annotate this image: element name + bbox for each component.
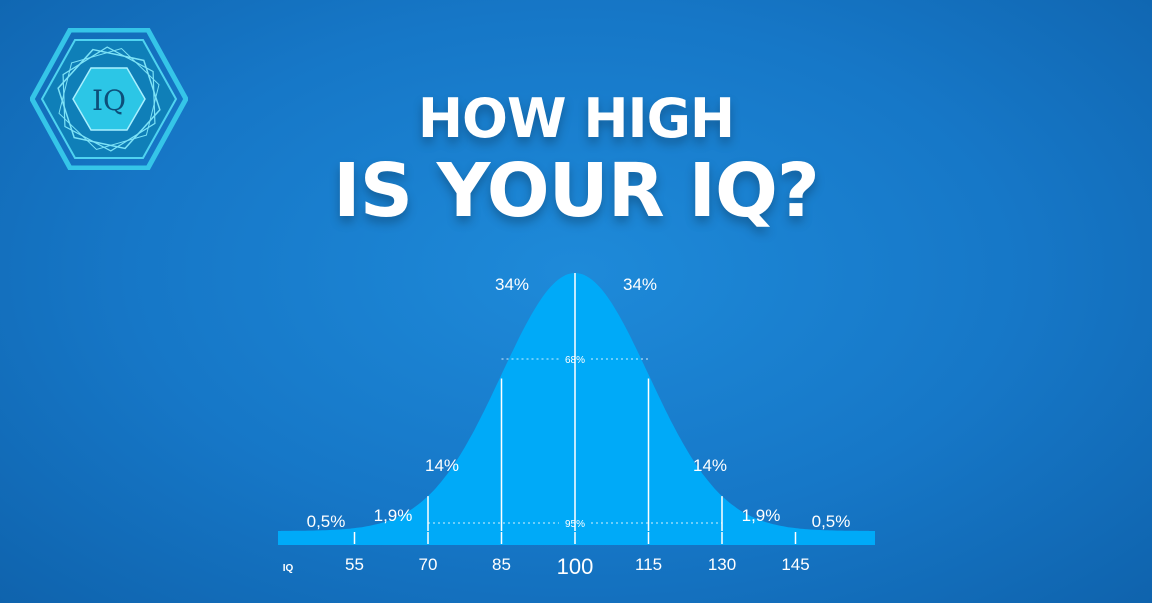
iq-logo: IQ — [30, 28, 188, 170]
page-title: HOW HIGH IS YOUR IQ? — [0, 87, 1152, 234]
segment-label-2: 14% — [425, 456, 459, 475]
title-line-2: IS YOUR IQ? — [333, 148, 820, 234]
range-label-1: 95% — [565, 519, 585, 530]
segment-label-7: 0,5% — [812, 512, 851, 531]
title-line-1: HOW HIGH — [417, 87, 735, 150]
tick-label-130: 130 — [708, 555, 736, 574]
tick-label-145: 145 — [781, 555, 809, 574]
segment-label-1: 1,9% — [374, 506, 413, 525]
segment-label-0: 0,5% — [307, 512, 346, 531]
tick-label-70: 70 — [419, 555, 438, 574]
tick-label-100: 100 — [557, 554, 594, 579]
tick-label-55: 55 — [345, 555, 364, 574]
x-axis-title: IQ — [283, 563, 294, 574]
range-label-0: 68% — [565, 355, 585, 366]
segment-label-3: 34% — [495, 275, 529, 294]
segment-label-5: 14% — [693, 456, 727, 475]
tick-label-85: 85 — [492, 555, 511, 574]
tick-label-115: 115 — [635, 555, 662, 574]
baseline-bar — [278, 531, 875, 545]
segment-label-4: 34% — [623, 275, 657, 294]
segment-label-6: 1,9% — [742, 506, 781, 525]
logo-text: IQ — [92, 84, 126, 117]
